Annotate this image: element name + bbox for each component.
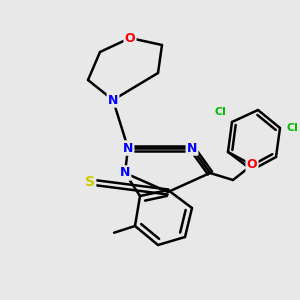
- Text: Cl: Cl: [286, 123, 298, 133]
- Text: N: N: [108, 94, 118, 106]
- Text: Cl: Cl: [214, 107, 226, 117]
- Text: S: S: [85, 175, 95, 189]
- Text: O: O: [125, 32, 135, 44]
- Text: N: N: [187, 142, 197, 154]
- Text: N: N: [123, 142, 133, 154]
- Text: N: N: [120, 167, 130, 179]
- Text: O: O: [247, 158, 257, 172]
